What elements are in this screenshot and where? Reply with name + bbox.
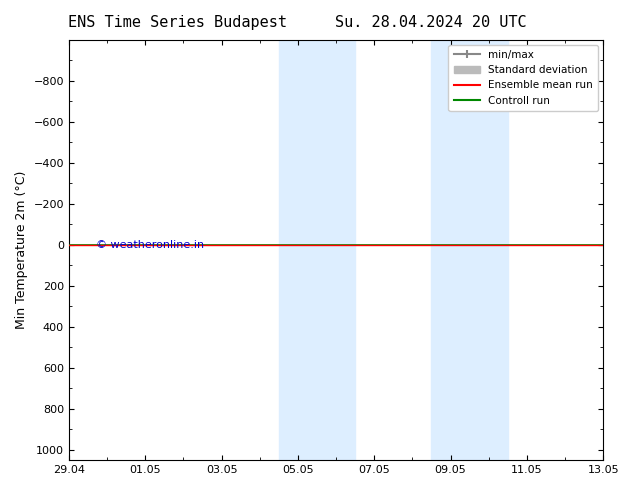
Bar [432, 40, 508, 460]
Text: © weatheronline.in: © weatheronline.in [96, 240, 204, 250]
Y-axis label: Min Temperature 2m (°C): Min Temperature 2m (°C) [15, 171, 28, 329]
Bar [279, 40, 355, 460]
Legend: min/max, Standard deviation, Ensemble mean run, Controll run: min/max, Standard deviation, Ensemble me… [448, 45, 598, 111]
Text: ENS Time Series Budapest: ENS Time Series Budapest [68, 15, 287, 30]
Text: Su. 28.04.2024 20 UTC: Su. 28.04.2024 20 UTC [335, 15, 527, 30]
